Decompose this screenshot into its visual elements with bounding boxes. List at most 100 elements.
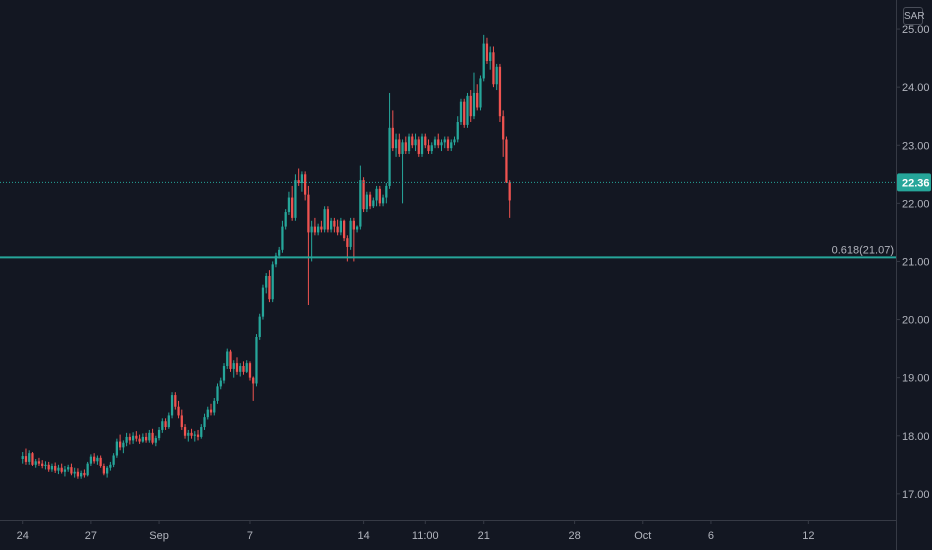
last-price-tag-bg [897, 173, 931, 192]
candle-body [118, 441, 122, 448]
candle-body [105, 467, 109, 474]
candle [485, 37, 489, 64]
price-tick-label: 19.00 [902, 373, 930, 385]
candle [313, 217, 317, 236]
candle [219, 377, 222, 390]
candle [271, 261, 274, 303]
candle [122, 440, 125, 454]
candle [294, 174, 297, 221]
candle-body [385, 185, 388, 198]
price-tick-label: 25.00 [902, 24, 930, 36]
candle-body [287, 197, 291, 213]
candle-body [31, 453, 34, 465]
candle-body [213, 400, 216, 413]
candle-body [394, 139, 398, 149]
candle [63, 465, 67, 477]
candle-body [80, 472, 83, 477]
candle [50, 463, 54, 472]
candle [232, 360, 235, 378]
candle-body [70, 467, 73, 474]
candle-body [138, 438, 141, 442]
candle-body [131, 435, 135, 441]
candle [183, 424, 187, 439]
candle [196, 429, 200, 441]
candle [213, 397, 216, 416]
candle [252, 376, 255, 401]
candle-body [242, 366, 245, 372]
candle [368, 191, 372, 210]
candle [102, 463, 106, 476]
candle-body [333, 220, 336, 227]
time-tick-label: 24 [17, 530, 29, 542]
time-tick-label: Oct [634, 530, 651, 542]
candle [339, 217, 343, 236]
candle-body [508, 182, 511, 201]
candle-body [463, 101, 466, 125]
candle [89, 454, 93, 466]
time-tick-label: 12 [802, 530, 814, 542]
price-tick-label: 18.00 [902, 431, 930, 443]
candle-body [440, 142, 443, 146]
candle-body [378, 188, 381, 204]
currency-button[interactable]: SAR [903, 7, 925, 25]
candle-body [164, 421, 167, 428]
candle [404, 136, 407, 154]
candle [109, 461, 112, 471]
candle-body [310, 226, 313, 233]
candle-body [47, 464, 50, 470]
time-tick-label: Sep [149, 530, 169, 542]
candle [502, 110, 505, 157]
candle [430, 142, 433, 154]
candle-body [187, 432, 190, 436]
candle [284, 209, 287, 230]
candle [394, 133, 398, 157]
candle-body [50, 465, 54, 470]
candle-body [93, 456, 96, 462]
candle-body [86, 463, 89, 476]
candle [472, 72, 476, 120]
candle-body [83, 472, 86, 476]
candle [388, 92, 391, 189]
candle-body [307, 194, 310, 233]
candle [459, 98, 463, 125]
candle [466, 92, 469, 128]
candle-body [76, 471, 80, 477]
candle [128, 433, 131, 445]
candle-body [274, 255, 278, 265]
candle-body [492, 52, 495, 85]
candle-body [495, 66, 498, 85]
candle [492, 46, 495, 88]
candle-body [498, 66, 502, 117]
candle-body [420, 136, 424, 154]
candle-body [424, 136, 427, 146]
candle [44, 461, 47, 470]
candle-body [502, 116, 505, 140]
candle-body [375, 188, 378, 201]
price-axis[interactable]: 25.00 24.00 23.00 22.00 21.00 20.00 19.00 18.00… [896, 24, 930, 501]
candle-body [388, 127, 391, 186]
candle [80, 470, 83, 479]
candle [144, 432, 148, 443]
candle [456, 116, 459, 143]
candle [105, 465, 109, 478]
candle-body [193, 434, 196, 436]
candle [489, 46, 492, 70]
candle [248, 361, 252, 381]
candle-body [329, 220, 333, 230]
candle-body [476, 92, 479, 108]
candle [161, 418, 164, 433]
candle-body [177, 406, 180, 416]
candle [167, 412, 170, 429]
price-tick-label: 22.00 [902, 198, 930, 210]
time-axis[interactable]: 24 27 Sep 7 14 11:00 21 28 Oct 6 12 [17, 520, 815, 542]
candle [365, 191, 368, 213]
candle-body [268, 275, 271, 300]
candle [242, 361, 245, 375]
candle [381, 194, 385, 207]
candle-body [336, 226, 339, 233]
candle [112, 453, 115, 468]
candle-body [239, 366, 242, 372]
candle-body [34, 461, 37, 465]
candle-body [222, 366, 226, 381]
